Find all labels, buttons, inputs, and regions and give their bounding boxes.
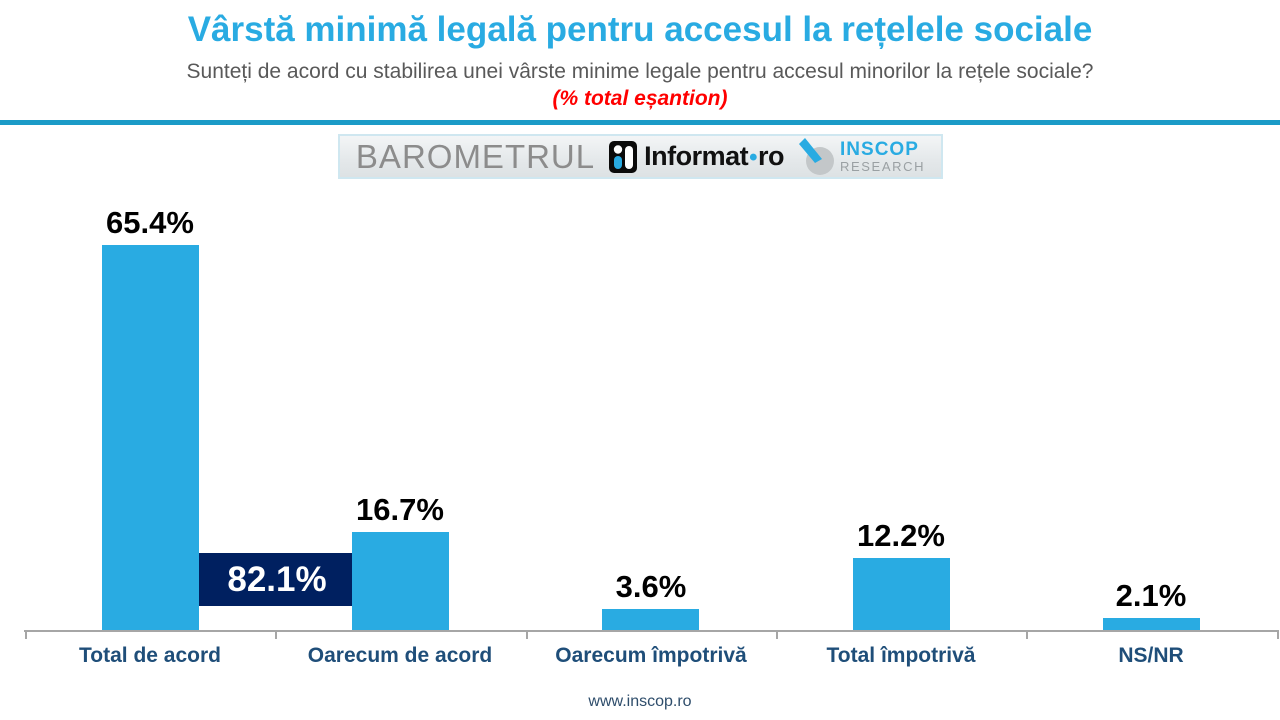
inscop-clock-icon bbox=[798, 137, 836, 177]
bar-value-label: 16.7% bbox=[356, 492, 444, 527]
axis-tick bbox=[275, 630, 277, 639]
informat-ro-logo: Informat•ro bbox=[609, 140, 785, 173]
category-label: Oarecum împotrivă bbox=[555, 644, 747, 667]
axis-tick bbox=[526, 630, 528, 639]
sample-note: (% total eșantion) bbox=[552, 87, 728, 110]
category-label: Total de acord bbox=[79, 644, 221, 667]
category-label: NS/NR bbox=[1118, 644, 1184, 667]
axis-tick bbox=[1026, 630, 1028, 639]
survey-question: Sunteți de acord cu stabilirea unei vârs… bbox=[186, 60, 1094, 83]
axis-tick bbox=[1277, 630, 1279, 639]
page-title: Vârstă minimă legală pentru accesul la r… bbox=[187, 10, 1093, 49]
x-axis-line bbox=[24, 630, 1277, 632]
header-divider bbox=[0, 120, 1280, 125]
informat-icon bbox=[609, 140, 638, 173]
logo-strip: BAROMETRUL Informat•ro INSCOP RESEARCH bbox=[338, 134, 943, 179]
barometrul-logo: BAROMETRUL bbox=[355, 138, 596, 175]
category-label: Oarecum de acord bbox=[307, 644, 493, 667]
informat-wordmark: Informat•ro bbox=[644, 141, 785, 171]
axis-tick bbox=[776, 630, 778, 639]
footer-url: www.inscop.ro bbox=[588, 693, 692, 710]
informat-dot: • bbox=[749, 144, 758, 171]
inscop-wordmark: INSCOP bbox=[840, 139, 919, 160]
bar-value-label: 12.2% bbox=[857, 518, 945, 553]
bar-value-label: 65.4% bbox=[106, 205, 194, 240]
bar bbox=[602, 609, 699, 630]
bar-value-label: 2.1% bbox=[1115, 578, 1187, 613]
bar bbox=[853, 558, 950, 630]
inscop-research-label: RESEARCH bbox=[840, 159, 926, 174]
bar bbox=[1103, 618, 1200, 630]
inscop-research-logo: INSCOP RESEARCH bbox=[798, 137, 925, 177]
axis-tick bbox=[25, 630, 27, 639]
category-label: Total împotrivă bbox=[826, 644, 976, 667]
bar bbox=[102, 245, 199, 630]
bar bbox=[352, 532, 449, 630]
bar-value-label: 3.6% bbox=[615, 569, 687, 604]
